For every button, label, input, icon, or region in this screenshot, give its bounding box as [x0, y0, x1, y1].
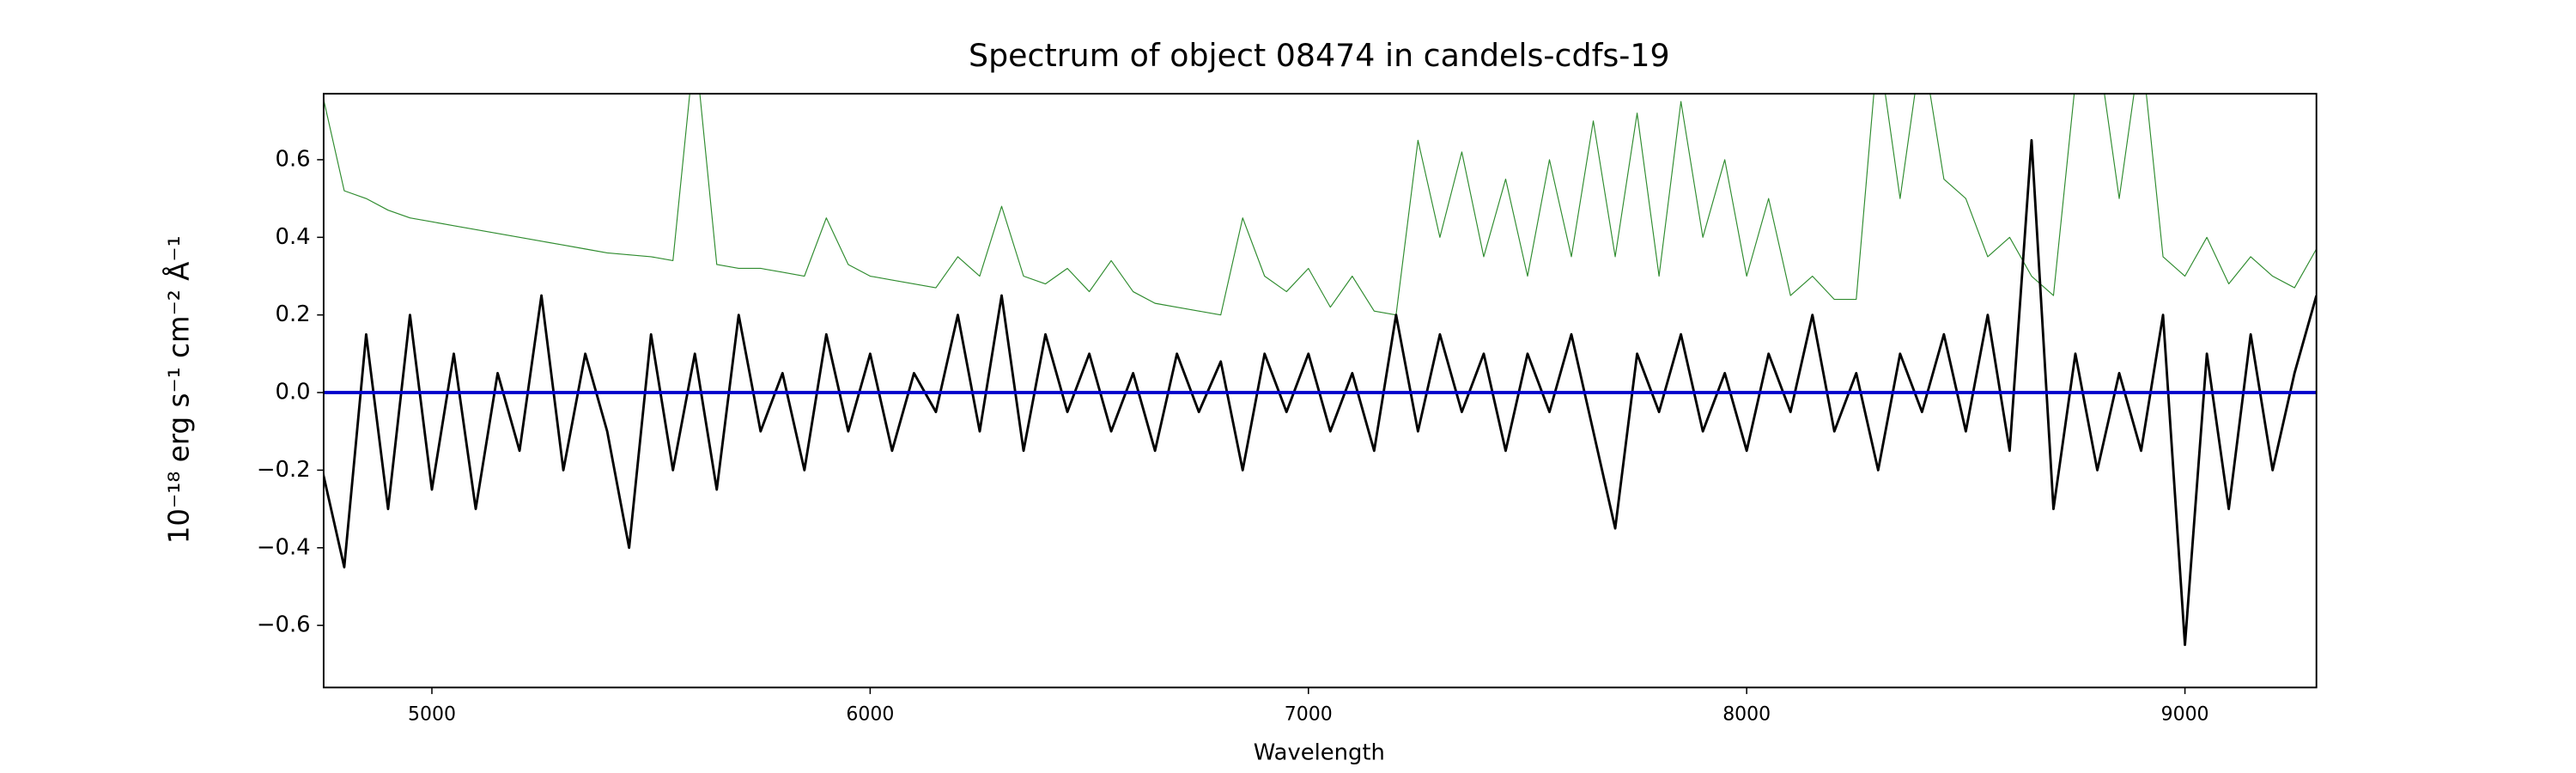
spectrum-line [323, 94, 2317, 316]
y-tick-label: 0.4 [276, 224, 311, 250]
y-tick-label: 0.0 [276, 380, 311, 405]
x-tick-label: 9000 [2161, 704, 2209, 726]
x-tick-label: 7000 [1285, 704, 1333, 726]
y-tick-label: −0.2 [257, 457, 311, 483]
plot-frame [322, 93, 2318, 689]
y-tick-label: −0.6 [257, 612, 311, 638]
y-tick-label: 0.2 [276, 301, 311, 327]
x-tick-label: 8000 [1722, 704, 1771, 726]
x-axis-label: Wavelength [1254, 740, 1385, 766]
x-tick-label: 6000 [846, 704, 894, 726]
y-axis-label: 10⁻¹⁸ erg s⁻¹ cm⁻² Å⁻¹ [162, 235, 195, 544]
x-tick-label: 5000 [408, 704, 456, 726]
y-tick-label: 0.6 [276, 146, 311, 172]
chart-title: Spectrum of object 08474 in candels-cdfs… [969, 37, 1670, 74]
y-tick-label: −0.4 [257, 534, 311, 560]
